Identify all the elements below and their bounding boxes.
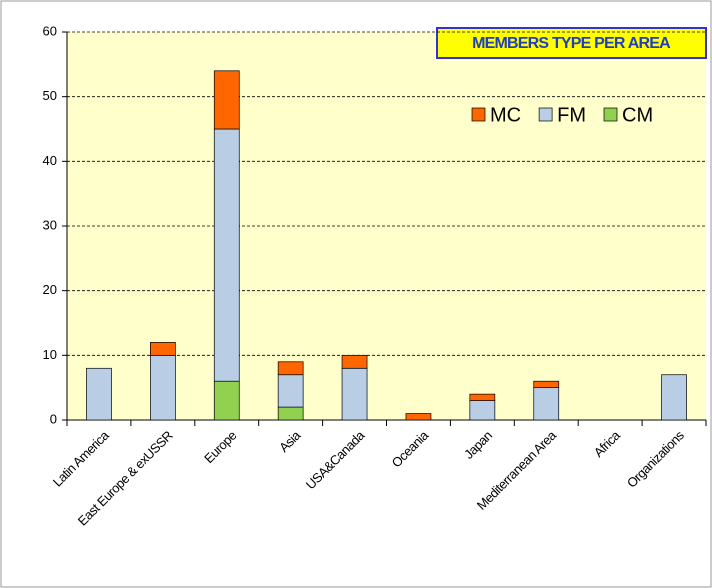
bar-segment — [661, 374, 687, 421]
legend-label: FM — [557, 104, 586, 126]
y-tick-label: 0 — [50, 411, 57, 426]
bar-segment — [213, 128, 240, 382]
bar-segment — [469, 393, 496, 401]
y-tick-label: 30 — [43, 217, 57, 232]
legend-label: MC — [490, 104, 521, 126]
bar-segment — [213, 380, 240, 421]
bar-segment — [150, 342, 176, 356]
legend-swatch — [603, 107, 618, 122]
bar-segment — [469, 400, 496, 421]
y-tick-label: 60 — [43, 23, 57, 38]
bar-segment — [405, 413, 432, 421]
bar-segment — [533, 387, 560, 421]
bar-segment — [533, 380, 560, 389]
y-tick-label: 40 — [43, 153, 57, 168]
y-tick-label: 10 — [43, 347, 57, 362]
legend-label: CM — [622, 104, 653, 126]
bar-segment — [341, 367, 368, 421]
bar-segment — [86, 367, 112, 421]
bar-segment — [277, 361, 304, 376]
bar-segment — [150, 354, 176, 421]
bar-segment — [341, 354, 368, 369]
legend-swatch — [471, 107, 486, 122]
bar-segment — [277, 374, 304, 408]
legend-swatch — [538, 107, 553, 122]
chart-title: MEMBERS TYPE PER AREA — [472, 35, 671, 52]
bar-segment — [213, 70, 240, 130]
title-box — [436, 27, 707, 59]
y-tick-label: 50 — [43, 88, 57, 103]
bar-segment — [277, 406, 304, 421]
y-tick-label: 20 — [43, 282, 57, 297]
